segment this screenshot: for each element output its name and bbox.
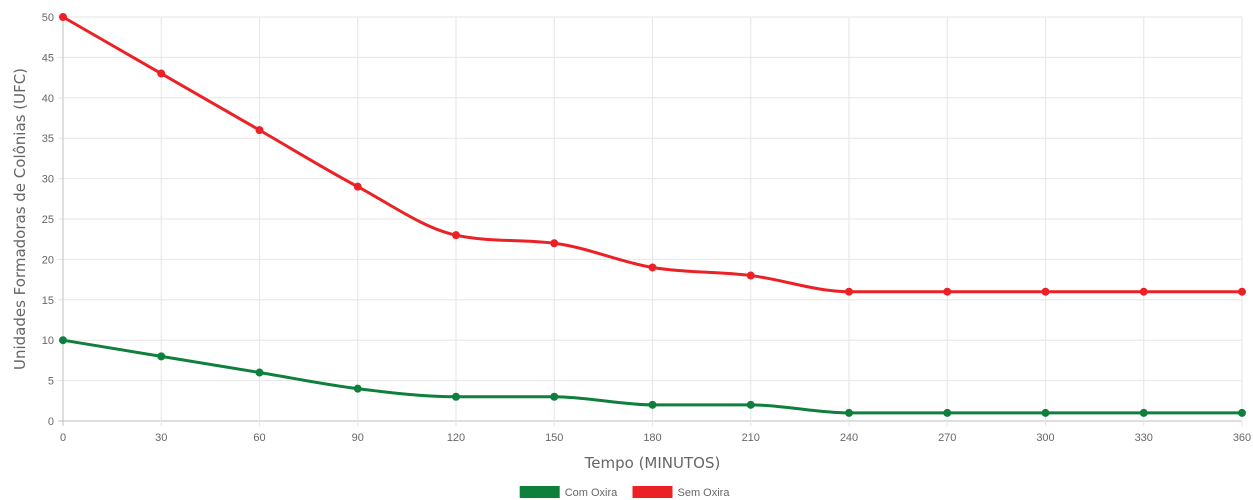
- data-point[interactable]: [59, 13, 67, 21]
- data-point[interactable]: [255, 126, 264, 135]
- series-1: [59, 13, 1246, 296]
- y-tick-label: 5: [48, 376, 54, 388]
- legend-item[interactable]: Sem Oxira: [632, 486, 731, 499]
- data-point[interactable]: [59, 336, 67, 345]
- data-point[interactable]: [353, 182, 362, 191]
- legend[interactable]: Com Oxira Sem Oxira: [519, 486, 731, 499]
- x-tick-label: 210: [742, 432, 760, 444]
- x-tick-label: 240: [840, 432, 858, 444]
- y-tick-label: 30: [42, 174, 54, 186]
- x-tick-label: 270: [938, 432, 956, 444]
- data-point[interactable]: [746, 271, 755, 280]
- data-point[interactable]: [746, 400, 755, 409]
- y-tick-label: 25: [42, 214, 54, 226]
- x-tick-label: 60: [253, 432, 265, 444]
- y-tick-label: 15: [42, 295, 54, 307]
- y-axis-title: Unidades Formadoras de Colônias (UFC): [11, 68, 29, 370]
- x-tick-label: 150: [545, 432, 563, 444]
- series-0: [59, 336, 1246, 417]
- data-point[interactable]: [845, 287, 853, 296]
- x-tick-label: 330: [1135, 432, 1153, 444]
- data-point[interactable]: [1139, 408, 1148, 417]
- y-tick-label: 0: [48, 416, 54, 428]
- grid: [58, 16, 1243, 426]
- legend-swatch: [519, 486, 560, 498]
- y-tick-label: 35: [42, 133, 54, 145]
- x-tick-label: 0: [60, 432, 66, 444]
- data-point[interactable]: [943, 287, 952, 296]
- data-point[interactable]: [550, 392, 559, 401]
- data-point[interactable]: [452, 231, 460, 240]
- data-point[interactable]: [452, 392, 460, 401]
- data-point[interactable]: [550, 239, 559, 248]
- y-tick-label: 45: [42, 52, 54, 64]
- data-point[interactable]: [353, 384, 362, 393]
- data-point[interactable]: [1041, 287, 1050, 296]
- data-point[interactable]: [1238, 287, 1246, 296]
- y-tick-label: 20: [42, 254, 54, 266]
- data-point[interactable]: [1041, 408, 1050, 417]
- y-tick-label: 40: [42, 93, 54, 105]
- x-tick-label: 120: [447, 432, 465, 444]
- data-point[interactable]: [943, 408, 952, 417]
- series: [59, 13, 1246, 417]
- x-tick-label: 90: [352, 432, 364, 444]
- data-point[interactable]: [1238, 408, 1246, 417]
- legend-swatch: [632, 486, 673, 498]
- x-tick-label: 300: [1036, 432, 1054, 444]
- legend-item[interactable]: Com Oxira: [519, 486, 618, 499]
- legend-label: Sem Oxira: [678, 487, 731, 499]
- x-tick-label: 360: [1233, 432, 1251, 444]
- x-tick-label: 180: [643, 432, 661, 444]
- legend-label: Com Oxira: [565, 487, 618, 499]
- data-point[interactable]: [157, 69, 166, 78]
- data-point[interactable]: [845, 408, 853, 417]
- x-axis-title: Tempo (MINUTOS): [584, 454, 721, 472]
- data-point[interactable]: [157, 352, 166, 361]
- axes: 0 5 10 15 20 25 30 35 40 45 50 0 30 60 90 120 150 180 210 2…: [42, 12, 1251, 444]
- data-point[interactable]: [255, 368, 264, 377]
- x-tick-label: 30: [155, 432, 167, 444]
- data-point[interactable]: [648, 263, 657, 272]
- y-tick-label: 50: [42, 12, 54, 24]
- y-tick-label: 10: [42, 335, 54, 347]
- data-point[interactable]: [1139, 287, 1148, 296]
- data-point[interactable]: [648, 400, 657, 409]
